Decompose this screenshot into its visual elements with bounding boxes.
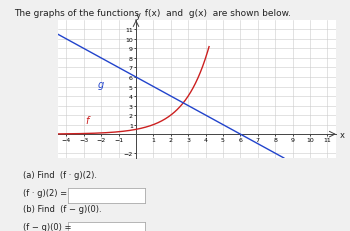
Text: (f − g)(0) =: (f − g)(0) = [23,222,71,231]
Text: (b) Find  (f − g)(0).: (b) Find (f − g)(0). [23,204,101,213]
Text: y: y [136,11,141,20]
Text: x: x [340,130,344,139]
Text: (f · g)(2) =: (f · g)(2) = [23,188,67,197]
Text: The graphs of the functions  f(x)  and  g(x)  are shown below.: The graphs of the functions f(x) and g(x… [14,9,291,18]
Text: g: g [98,79,104,89]
Text: f: f [86,115,89,125]
Text: (a) Find  (f · g)(2).: (a) Find (f · g)(2). [23,170,97,179]
